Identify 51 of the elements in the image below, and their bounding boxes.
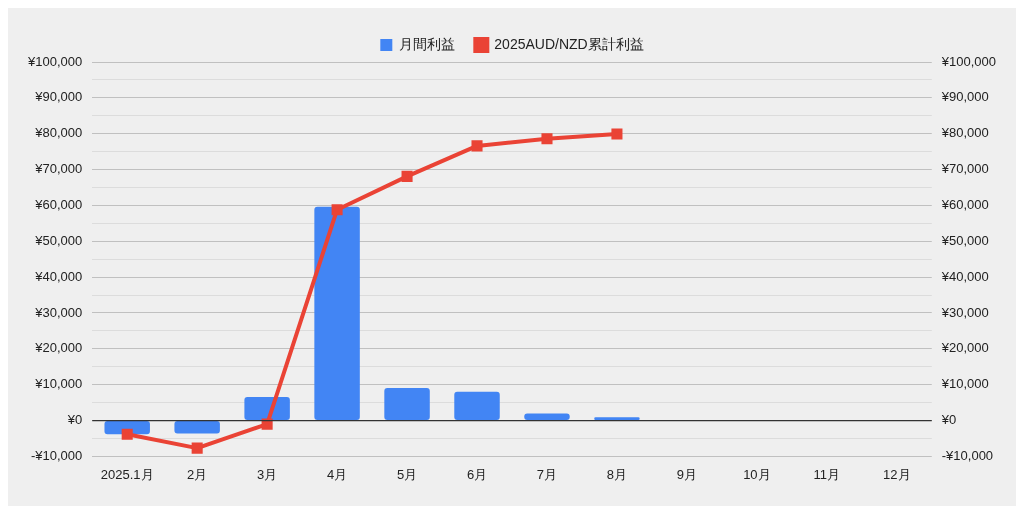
- x-tick-label: 2月: [187, 466, 208, 482]
- y-tick-label: -¥10,000: [30, 447, 83, 463]
- x-tick-label: 7月: [536, 466, 558, 482]
- y-tick-label: ¥60,000: [34, 197, 83, 212]
- y-tick-label: ¥0: [66, 412, 83, 428]
- point: [611, 128, 623, 140]
- y-tick-label: ¥20,000: [34, 340, 83, 356]
- y-tick-label: ¥40,000: [34, 268, 83, 284]
- point: [191, 442, 203, 454]
- y2-tick-label: -¥10,000: [941, 447, 994, 463]
- y2-tick-label: ¥40,000: [940, 268, 989, 284]
- y2-tick-label: ¥10,000: [940, 376, 989, 392]
- y2-tick-label: ¥30,000: [940, 304, 989, 320]
- x-tick-label: 4月: [326, 466, 348, 482]
- x-tick-label: 3月: [257, 466, 278, 482]
- y2-tick-label: ¥90,000: [940, 89, 989, 105]
- y2-tick-label: ¥100,000: [940, 53, 997, 69]
- x-tick-label: 10月: [743, 466, 771, 482]
- y-tick-label: ¥50,000: [34, 232, 83, 248]
- y2-tick-label: ¥20,000: [940, 340, 989, 356]
- y2-tick-label: ¥60,000: [940, 197, 989, 212]
- y-tick-label: ¥70,000: [34, 161, 83, 177]
- bar: [524, 413, 570, 421]
- y2-tick-label: ¥50,000: [940, 232, 989, 248]
- y2-tick-label: ¥70,000: [940, 161, 989, 177]
- y-tick-label: ¥30,000: [34, 304, 83, 320]
- legend-label: 月間利益: [399, 35, 456, 52]
- bar: [454, 391, 500, 421]
- y-tick-label: ¥80,000: [34, 125, 83, 141]
- point: [331, 204, 343, 216]
- bar: [314, 206, 360, 421]
- x-tick-label: 12月: [883, 466, 911, 482]
- y-tick-label: ¥100,000: [26, 53, 83, 69]
- bar: [594, 417, 640, 421]
- x-tick-label: 11月: [813, 466, 841, 482]
- point: [471, 140, 483, 152]
- point: [541, 133, 553, 145]
- x-tick-label: 5月: [396, 466, 418, 482]
- x-tick-label: 6月: [466, 466, 488, 482]
- x-tick-label: 2025.1月: [100, 466, 154, 482]
- point: [401, 170, 413, 182]
- x-tick-label: 9月: [676, 466, 698, 482]
- x-tick-label: 8月: [606, 466, 628, 482]
- bar: [174, 421, 220, 434]
- y2-tick-label: ¥80,000: [940, 125, 989, 141]
- bar: [384, 387, 430, 421]
- y-tick-label: ¥90,000: [34, 89, 83, 105]
- y2-tick-label: ¥0: [940, 412, 957, 428]
- legend-label: 2025AUD/NZD累計利益: [494, 35, 644, 52]
- point: [261, 418, 273, 430]
- y-tick-label: ¥10,000: [34, 376, 83, 392]
